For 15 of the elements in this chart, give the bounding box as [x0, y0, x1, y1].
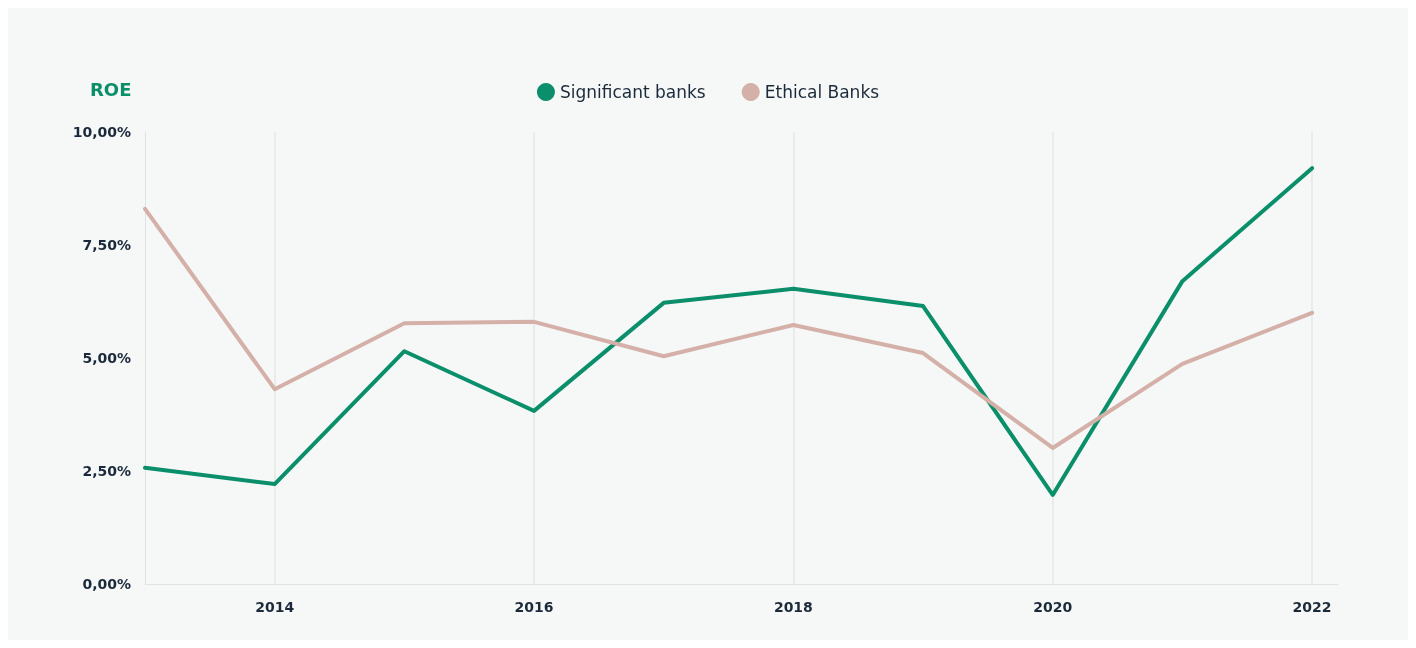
y-tick-label: 10,00% [72, 124, 131, 140]
y-axis-title: ROE [90, 78, 132, 100]
x-tick-label: 2016 [514, 599, 554, 615]
legend-label: Significant banks [559, 82, 706, 102]
x-tick-label: 2020 [1033, 599, 1073, 615]
x-tick-label: 2018 [773, 599, 813, 615]
y-tick-label: 5,00% [82, 350, 131, 366]
y-tick-label: 2,50% [82, 463, 131, 479]
x-tick-label: 2014 [255, 599, 295, 615]
y-tick-label: 7,50% [82, 237, 131, 253]
x-tick-label: 2022 [1292, 599, 1332, 615]
line-series [143, 206, 1315, 450]
line-series [143, 166, 1315, 497]
legend-label: Ethical Banks [764, 82, 880, 102]
y-tick-label: 0,00% [82, 576, 131, 592]
